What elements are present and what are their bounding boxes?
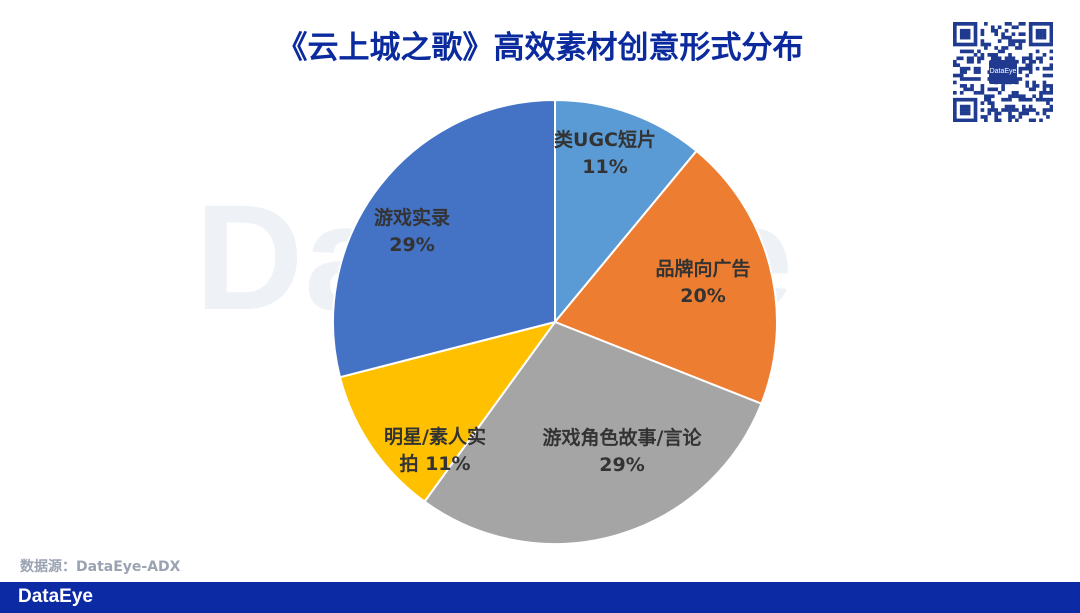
- pie-label-1: 品牌向广告 20%: [655, 257, 750, 307]
- pie-slice-2: [423, 320, 763, 545]
- page-title: 《云上城之歌》高效素材创意形式分布: [276, 30, 804, 66]
- pie-slice-4: [332, 98, 556, 379]
- pie-label-2: 游戏角色故事/言论 29%: [543, 426, 703, 476]
- pie-slice-1: [553, 149, 778, 406]
- qr-logo: DataEye: [989, 60, 1017, 84]
- pie-label-4: 游戏实录 29%: [374, 206, 450, 256]
- pie-slice-0: [554, 98, 698, 325]
- pie-chart-svg: 类UGC短片 11% 品牌向广告 20% 游戏角色故事/言论 29% 明星/素人实拍 11%…: [332, 98, 778, 545]
- qr-code-icon: DataEye: [953, 22, 1053, 122]
- pie-label-3: 明星/素人实拍 11%: [384, 425, 486, 475]
- footer-bar: DataEye: [0, 582, 1080, 613]
- pie-slice-3: [338, 320, 558, 503]
- footer-logo: DataEye: [18, 586, 93, 607]
- pie-chart: 类UGC短片 11% 品牌向广告 20% 游戏角色故事/言论 29% 明星/素人实拍 11%…: [332, 98, 778, 545]
- data-source: 数据源：DataEye-ADX: [20, 559, 181, 575]
- pie-label-0: 类UGC短片 11%: [554, 128, 656, 178]
